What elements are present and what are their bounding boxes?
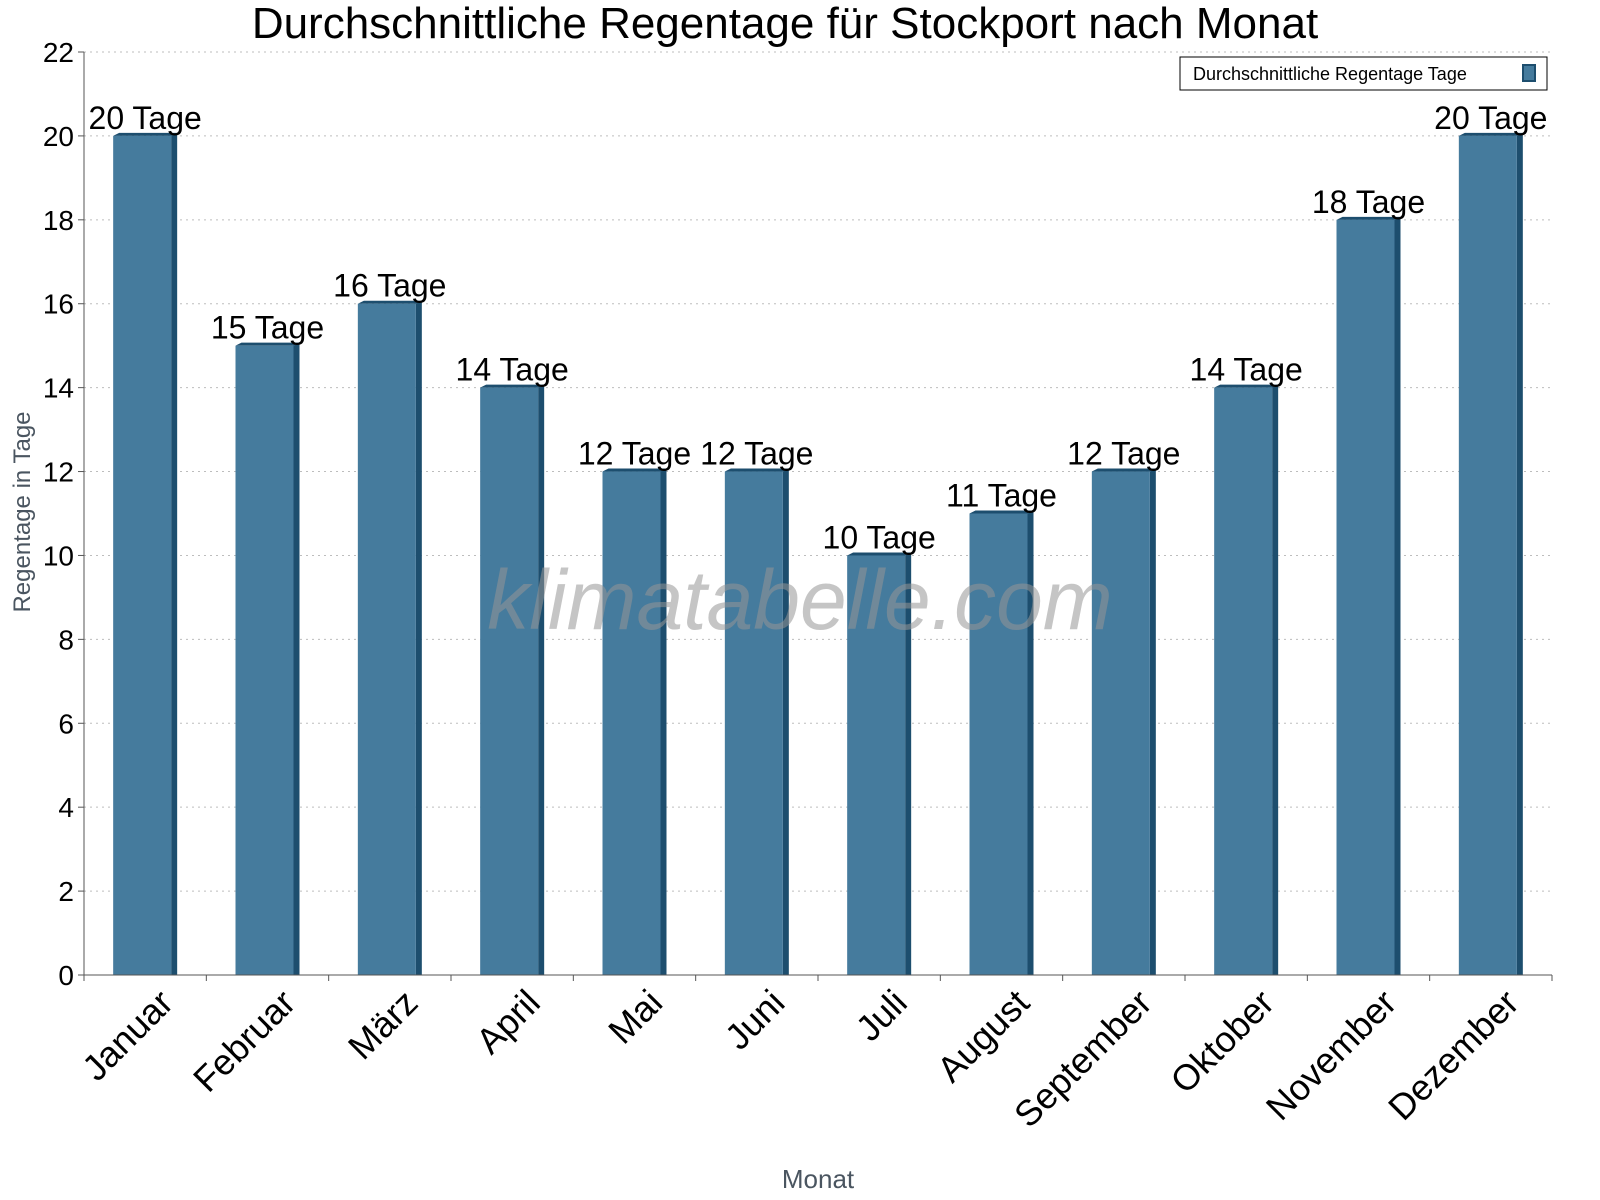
bar [1336, 219, 1395, 975]
bar-top [1336, 216, 1401, 220]
x-tick-label: Februar [185, 982, 303, 1100]
x-tick-label: Juni [717, 982, 793, 1058]
x-tick-label: Oktober [1162, 982, 1282, 1102]
bar-value-label: 18 Tage [1312, 184, 1425, 220]
y-tick-label: 12 [43, 457, 74, 488]
legend: Durchschnittliche Regentage Tage [1179, 56, 1548, 91]
bar [847, 555, 906, 975]
bar-top [1091, 468, 1156, 472]
bar [357, 303, 416, 975]
bar-value-label: 10 Tage [823, 519, 936, 555]
bar-side [415, 300, 422, 975]
bar-value-label: 16 Tage [333, 268, 446, 304]
bar-side [905, 552, 912, 975]
y-tick-label: 4 [58, 792, 74, 823]
bar-side [538, 384, 545, 975]
chart-title: Durchschnittliche Regentage für Stockpor… [252, 0, 1318, 48]
bar [480, 387, 539, 975]
bar-side [1149, 468, 1156, 975]
x-tick-label: August [929, 982, 1037, 1090]
bar [235, 345, 294, 975]
bar-side [171, 132, 178, 976]
x-tick-label: November [1258, 982, 1404, 1128]
y-tick-label: 14 [43, 373, 74, 404]
bar-top [113, 132, 178, 136]
grid [84, 51, 1552, 892]
bar [1458, 135, 1517, 976]
y-tick-label: 22 [43, 37, 74, 68]
y-tick-label: 10 [43, 540, 74, 571]
y-tick-label: 2 [58, 876, 74, 907]
y-tick-label: 6 [58, 708, 74, 739]
y-tick-label: 20 [43, 121, 74, 152]
bar-top [1458, 132, 1523, 136]
bar-top [480, 384, 545, 388]
bar-value-label: 20 Tage [89, 100, 202, 136]
x-tick-label: Mai [600, 982, 670, 1052]
bar [1214, 387, 1273, 975]
bar-side [1516, 132, 1523, 976]
y-tick-label: 16 [43, 289, 74, 320]
bar [602, 471, 661, 975]
bar-side [293, 342, 300, 975]
bar-top [847, 552, 912, 556]
legend-swatch [1522, 64, 1536, 82]
legend-label: Durchschnittliche Regentage Tage [1193, 64, 1467, 84]
y-tick-label: 0 [58, 960, 74, 991]
x-tick-label: April [468, 982, 548, 1062]
bar-value-label: 12 Tage [700, 436, 813, 472]
bar-top [235, 342, 300, 346]
bar-side [1272, 384, 1279, 975]
bar [113, 135, 172, 976]
x-tick-label: Juli [848, 982, 915, 1049]
bar-value-label: 12 Tage [1067, 436, 1180, 472]
bar-value-label: 14 Tage [456, 352, 569, 388]
bar-side [782, 468, 789, 975]
bar-side [1394, 216, 1401, 975]
bar-value-label: 11 Tage [946, 478, 1057, 514]
y-tick-label: 8 [58, 624, 74, 655]
bar-top [357, 300, 422, 304]
y-axis-title: Regentage in Tage [9, 411, 36, 612]
bar-value-label: 14 Tage [1190, 352, 1303, 388]
legend-box [1179, 56, 1548, 91]
bar-side [1027, 510, 1034, 975]
bar-value-label: 20 Tage [1434, 100, 1547, 136]
x-axis-title: Monat [782, 1164, 855, 1194]
bar-top [724, 468, 789, 472]
bar [1091, 471, 1150, 975]
bar-value-label: 15 Tage [211, 310, 324, 346]
bar [724, 471, 783, 975]
bar-side [660, 468, 667, 975]
x-tick-label: März [340, 982, 426, 1068]
y-tick-label: 18 [43, 205, 74, 236]
bar-top [1214, 384, 1279, 388]
x-tick-label: Dezember [1380, 982, 1526, 1128]
x-tick-label: Januar [74, 982, 181, 1089]
bar-top [969, 510, 1034, 514]
bar [969, 513, 1028, 975]
bar-value-label: 12 Tage [578, 436, 691, 472]
bar-top [602, 468, 667, 472]
